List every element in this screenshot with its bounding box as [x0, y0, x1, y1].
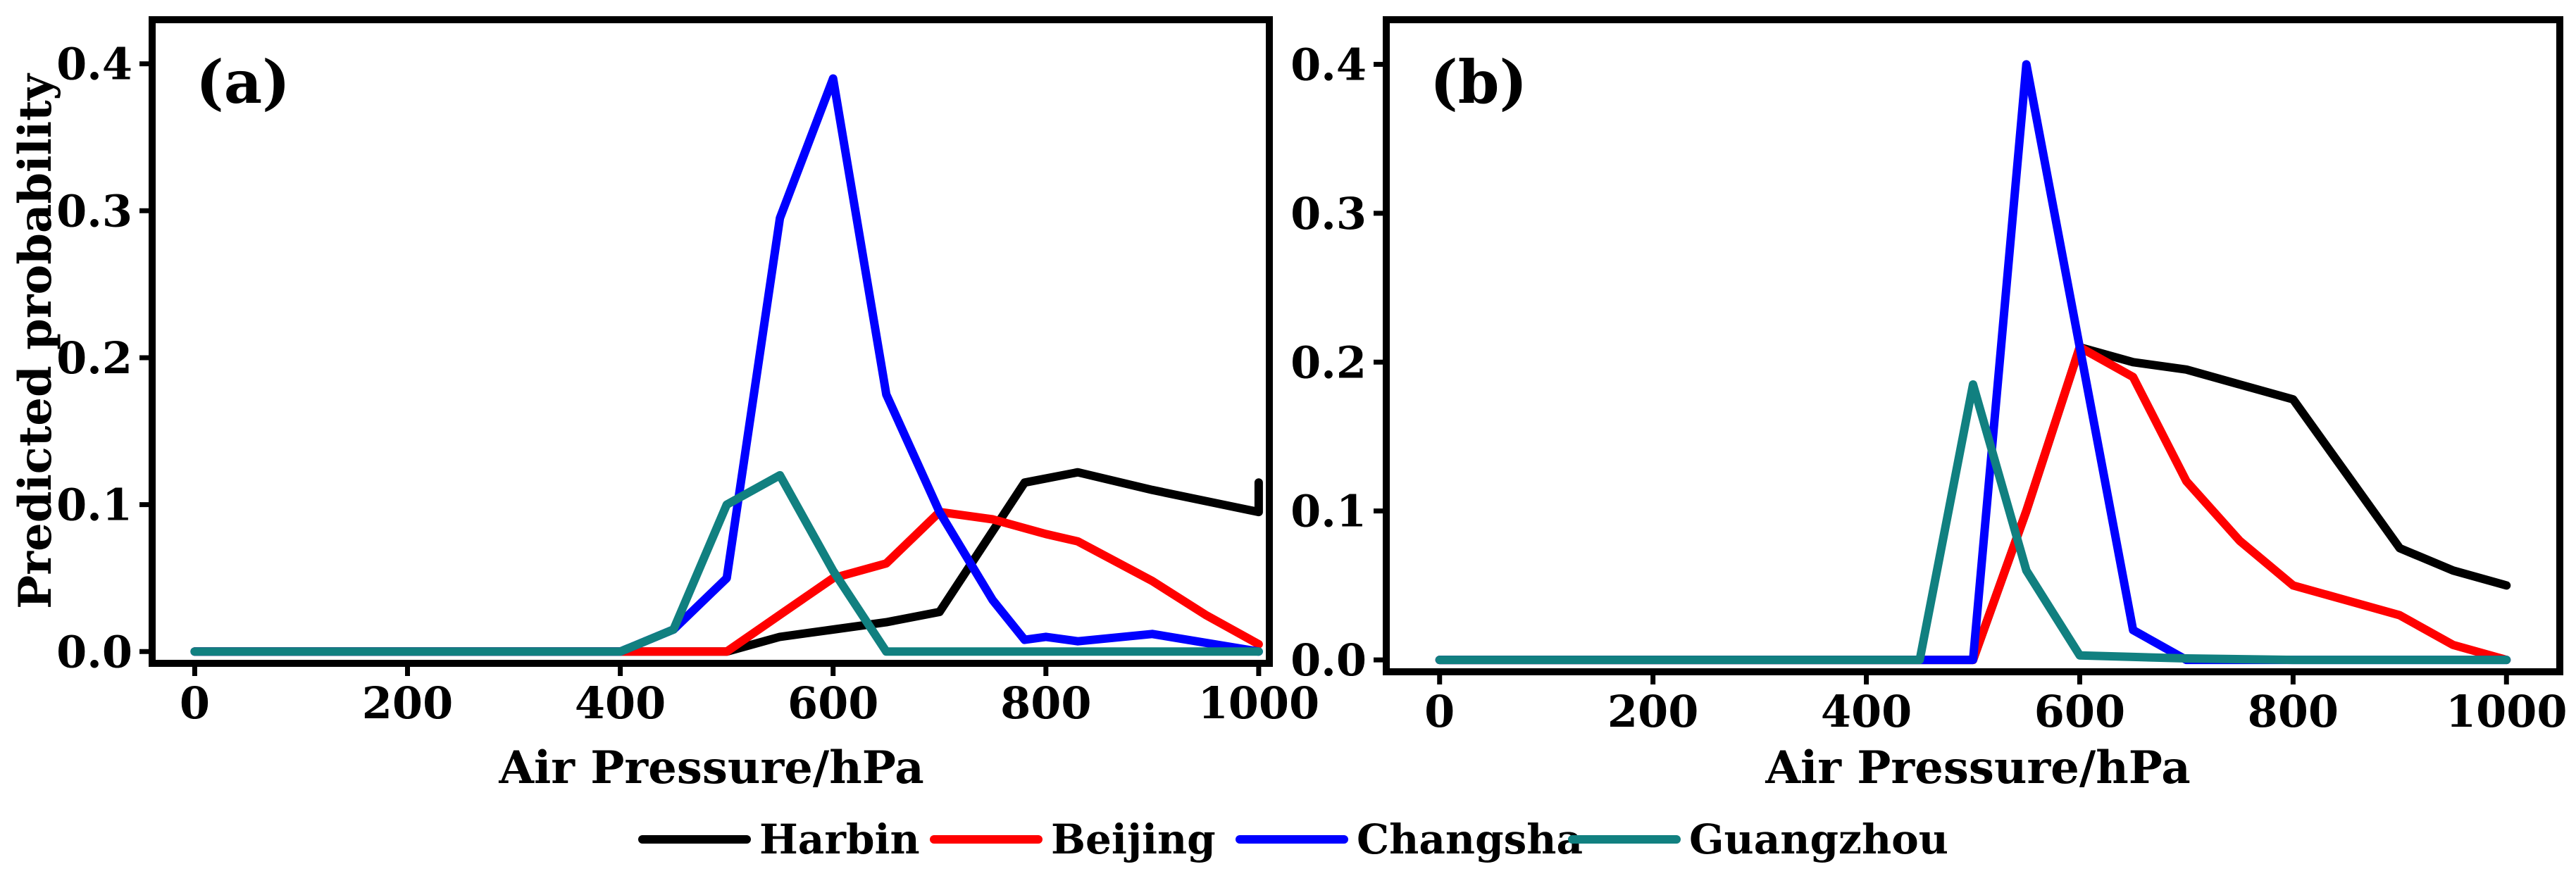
series-line-changsha	[1435, 60, 2511, 665]
series-line-changsha	[190, 74, 1263, 656]
y-tick-label: 0.1	[1290, 486, 1367, 537]
legend-label-guangzhou: Guangzhou	[1689, 815, 1948, 863]
x-tick-label: 600	[788, 677, 878, 729]
panel-b: 0 200 400 600 800 1000 0.0 0.1 0.2 0.3 0.4 (b) Ai…	[1290, 16, 2568, 794]
y-axis: 0.0 0.1 0.2 0.3 0.4	[56, 39, 152, 677]
x-tick-label: 800	[2248, 686, 2339, 737]
plot-frame	[1383, 16, 2563, 675]
x-axis: 0 200 400 600 800 1000	[180, 663, 1319, 729]
legend-label-harbin: Harbin	[759, 815, 920, 863]
legend: Harbin Beijing Changsha Guangzhou	[638, 815, 1948, 863]
y-tick-label: 0.0	[1290, 634, 1367, 686]
y-tick-label: 0.4	[56, 39, 132, 90]
x-tick-label: 200	[362, 677, 453, 729]
x-tick-label: 800	[1000, 677, 1091, 729]
plot-frame	[149, 16, 1273, 667]
y-tick-label: 0.3	[1290, 188, 1367, 239]
series-line-guangzhou	[190, 470, 1263, 656]
x-tick-label: 200	[1607, 686, 1698, 737]
x-tick-label: 0	[1424, 686, 1455, 737]
y-tick-label: 0.2	[1290, 337, 1367, 388]
x-tick-label: 1000	[2446, 686, 2568, 737]
panel-label: (a)	[196, 47, 290, 117]
x-axis: 0 200 400 600 800 1000	[1424, 672, 2568, 737]
y-tick-label: 0.1	[56, 480, 132, 531]
x-tick-label: 400	[575, 677, 666, 729]
y-axis-title: Predicted probability	[9, 73, 62, 609]
x-tick-label: 600	[2034, 686, 2125, 737]
panel-label: (b)	[1430, 47, 1527, 117]
y-tick-label: 0.2	[56, 332, 132, 384]
x-axis-title: Air Pressure/hPa	[498, 742, 923, 794]
x-tick-label: 400	[1821, 686, 1912, 737]
x-tick-label: 0	[180, 677, 210, 729]
y-axis: 0.0 0.1 0.2 0.3 0.4	[1290, 39, 1386, 686]
series-line-guangzhou	[1435, 380, 2511, 665]
x-axis-title: Air Pressure/hPa	[1765, 742, 2190, 794]
x-tick-label: 1000	[1198, 677, 1320, 729]
series-group	[1435, 60, 2511, 665]
panel-a: 0 200 400 600 800 1000 0.0 0.1 0.2 0.3 0.4 (a) Ai…	[9, 16, 1319, 794]
legend-label-beijing: Beijing	[1051, 815, 1216, 863]
y-tick-label: 0.3	[56, 185, 132, 237]
y-tick-label: 0.4	[1290, 39, 1367, 90]
legend-label-changsha: Changsha	[1357, 815, 1583, 863]
series-group	[190, 74, 1263, 656]
y-tick-label: 0.0	[56, 626, 132, 677]
